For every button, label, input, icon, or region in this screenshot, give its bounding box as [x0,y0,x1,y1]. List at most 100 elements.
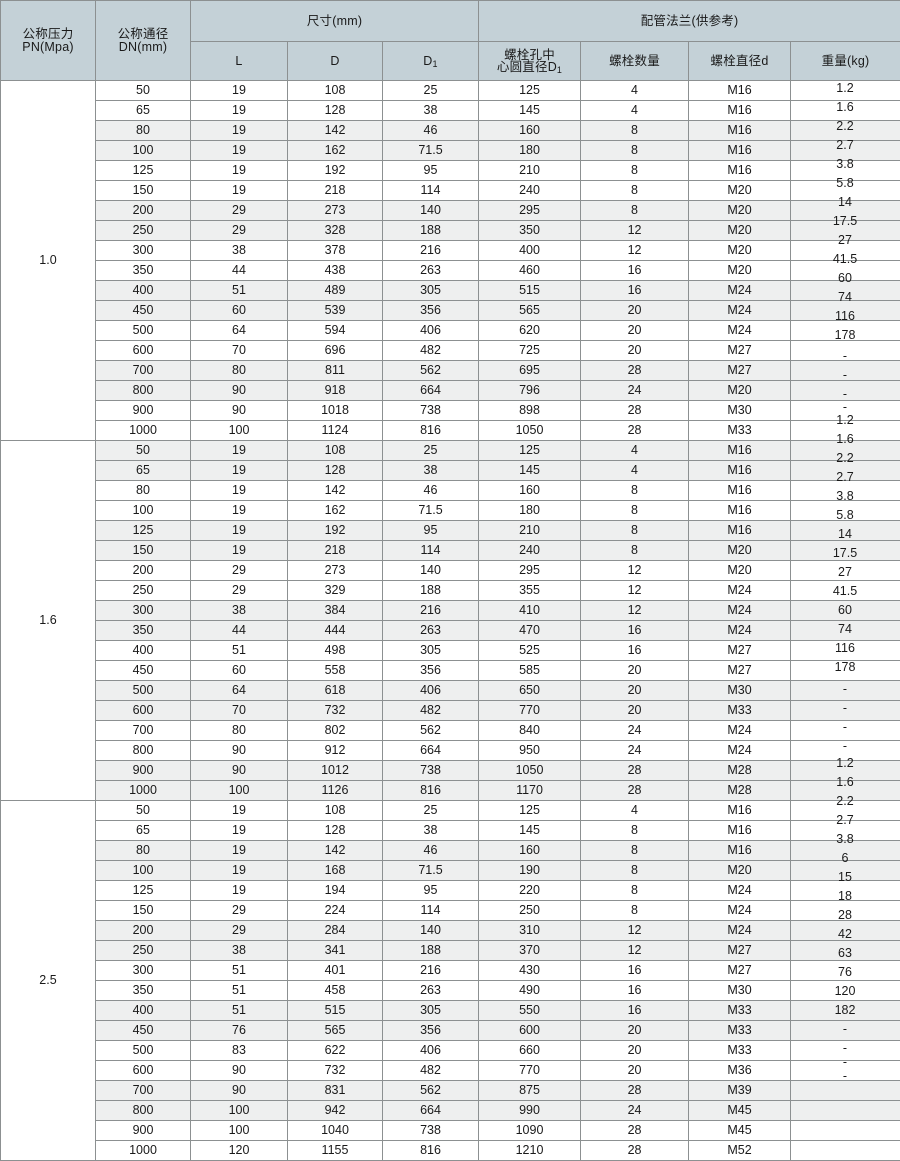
cell-d: 811 [288,361,383,381]
cell-bolt-circle: 1170 [479,781,581,801]
flange-spec-table: 公称压力 PN(Mpa) 公称通径 DN(mm) 尺寸(mm) 配管法兰(供参考… [0,0,900,1118]
cell-d1: 738 [383,401,479,421]
cell-d: 515 [288,1001,383,1021]
cell-weight-slot [791,581,900,601]
cell-bolt-circle: 350 [479,221,581,241]
cell-bolt-diameter: M30 [689,681,791,701]
cell-d1: 188 [383,221,479,241]
cell-d: 444 [288,621,383,641]
cell-bolt-diameter: M28 [689,781,791,801]
cell-l: 51 [191,281,288,301]
cell-weight-slot [791,81,900,101]
cell-bolt-diameter: M20 [689,181,791,201]
cell-bolt-circle: 460 [479,261,581,281]
cell-d1: 95 [383,161,479,181]
cell-bolt-count: 28 [581,401,689,421]
cell-d1: 95 [383,521,479,541]
cell-dn: 200 [96,201,191,221]
cell-l: 38 [191,601,288,621]
cell-dn: 1000 [96,421,191,441]
cell-bolt-diameter: M16 [689,441,791,461]
cell-bolt-count: 16 [581,1001,689,1021]
cell-l: 19 [191,541,288,561]
header-group-flange: 配管法兰(供参考) [479,1,900,42]
header-col-weight: 重量(kg) [791,42,900,81]
cell-l: 44 [191,261,288,281]
cell-dn: 1000 [96,781,191,801]
cell-bolt-count: 28 [581,781,689,801]
cell-d: 438 [288,261,383,281]
cell-weight-slot [791,401,900,421]
cell-bolt-circle: 770 [479,1061,581,1081]
cell-bolt-circle: 180 [479,141,581,161]
cell-bolt-circle: 125 [479,441,581,461]
cell-bolt-count: 20 [581,321,689,341]
cell-bolt-circle: 770 [479,701,581,721]
cell-l: 19 [191,481,288,501]
cell-d1: 263 [383,981,479,1001]
cell-dn: 900 [96,761,191,781]
cell-d: 539 [288,301,383,321]
cell-bolt-circle: 125 [479,801,581,821]
cell-d1: 816 [383,781,479,801]
cell-dn: 250 [96,221,191,241]
cell-bolt-diameter: M16 [689,461,791,481]
cell-bolt-diameter: M33 [689,421,791,441]
cell-l: 80 [191,721,288,741]
cell-bolt-circle: 180 [479,501,581,521]
cell-bolt-diameter: M16 [689,481,791,501]
cell-dn: 900 [96,1121,191,1141]
cell-d: 142 [288,121,383,141]
cell-dn: 80 [96,481,191,501]
cell-dn: 800 [96,381,191,401]
cell-weight-slot [791,181,900,201]
cell-d1: 263 [383,621,479,641]
cell-weight-slot [791,721,900,741]
cell-bolt-circle: 295 [479,561,581,581]
cell-weight-slot [791,461,900,481]
cell-bolt-circle: 515 [479,281,581,301]
cell-weight-slot [791,841,900,861]
cell-bolt-circle: 1210 [479,1141,581,1161]
cell-d1: 562 [383,721,479,741]
cell-dn: 700 [96,721,191,741]
cell-weight-slot [791,1001,900,1021]
cell-weight-slot [791,801,900,821]
cell-l: 100 [191,421,288,441]
cell-d: 618 [288,681,383,701]
cell-bolt-count: 20 [581,701,689,721]
cell-bolt-circle: 875 [479,1081,581,1101]
cell-d: 622 [288,1041,383,1061]
cell-bolt-count: 4 [581,801,689,821]
cell-l: 64 [191,681,288,701]
table-header: 公称压力 PN(Mpa) 公称通径 DN(mm) 尺寸(mm) 配管法兰(供参考… [1,1,900,81]
cell-bolt-circle: 190 [479,861,581,881]
cell-bolt-diameter: M24 [689,901,791,921]
cell-l: 44 [191,621,288,641]
cell-bolt-circle: 355 [479,581,581,601]
cell-bolt-count: 28 [581,1121,689,1141]
cell-bolt-circle: 160 [479,841,581,861]
cell-dn: 250 [96,581,191,601]
cell-d1: 482 [383,341,479,361]
cell-dn: 50 [96,441,191,461]
cell-bolt-diameter: M27 [689,941,791,961]
cell-d1: 406 [383,1041,479,1061]
cell-l: 100 [191,1121,288,1141]
cell-weight-slot [791,961,900,981]
cell-bolt-circle: 950 [479,741,581,761]
